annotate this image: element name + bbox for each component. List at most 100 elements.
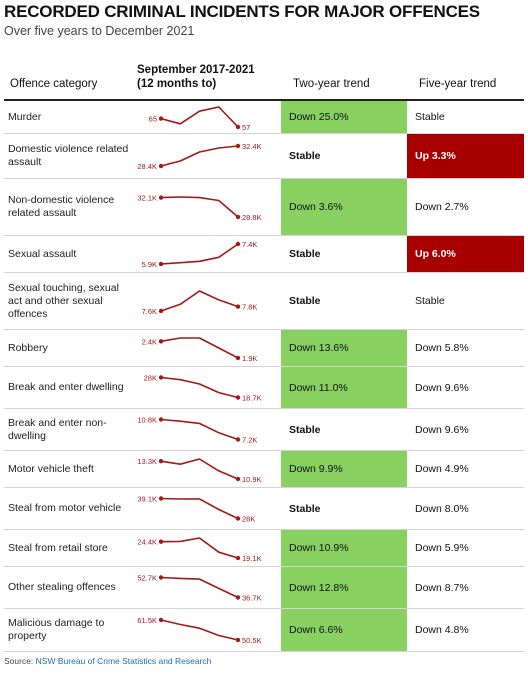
sparkline-cell: 52.7K 36.7K	[130, 566, 281, 609]
end-point	[235, 143, 241, 149]
sparkline: 2.4K 1.9K	[142, 337, 257, 363]
sparkline: 5.9K 7.4K	[142, 240, 258, 269]
sparkline-path	[160, 418, 239, 441]
start-value-label: 2.4K	[142, 337, 157, 346]
start-point	[158, 261, 164, 267]
header-period-line1: September 2017-2021	[137, 64, 255, 76]
sparkline-path	[160, 497, 239, 520]
two-year-trend: Stable	[281, 133, 407, 179]
two-year-trend: Down 3.6%	[281, 178, 407, 236]
end-point	[235, 304, 241, 309]
two-year-trend: Down 13.6%	[281, 329, 407, 367]
offence-category: Motor vehicle theft	[4, 450, 130, 488]
offence-category: Break and enter non-dwelling	[4, 408, 130, 451]
sparkline-path	[160, 196, 239, 218]
start-value-label: 13.3K	[137, 457, 157, 466]
start-value-label: 65	[149, 115, 157, 124]
end-point	[235, 555, 241, 561]
source-note: Source: NSW Bureau of Crime Statistics a…	[4, 656, 211, 666]
sparkline-cell: 28K 18.7K	[130, 366, 281, 409]
five-year-trend: Down 5.8%	[407, 329, 524, 367]
start-value-label: 24.4K	[137, 538, 157, 547]
five-year-trend: Up 3.3%	[407, 133, 524, 179]
sparkline-cell: 28.4K 32.4K	[130, 133, 281, 179]
end-value-label: 7.4K	[242, 240, 257, 249]
end-point	[235, 124, 241, 130]
table-row: Sexual touching, sexual act and other se…	[4, 272, 524, 330]
end-point	[235, 476, 241, 482]
sparkline-cell: 39.1K 28K	[130, 487, 281, 530]
header-five-year: Five-year trend	[419, 78, 497, 90]
five-year-trend: Down 9.6%	[407, 366, 524, 409]
sparkline: 39.1K 28K	[137, 495, 255, 524]
offence-table: Murder 65 57 Down 25.0% Stable Domestic viole…	[4, 101, 524, 652]
start-point	[158, 375, 164, 380]
table-row: Steal from motor vehicle 39.1K 28K Stable Do…	[4, 487, 524, 530]
offence-category: Murder	[4, 101, 130, 134]
start-point	[158, 195, 164, 200]
two-year-trend: Down 9.9%	[281, 450, 407, 488]
end-value-label: 36.7K	[242, 594, 262, 603]
offence-category: Malicious damage to property	[4, 608, 130, 652]
end-value-label: 7.8K	[242, 303, 257, 312]
two-year-trend: Down 6.6%	[281, 608, 407, 652]
offence-category: Steal from motor vehicle	[4, 487, 130, 530]
table-row: Steal from retail store 24.4K 19.1K Down 10…	[4, 529, 524, 567]
five-year-trend: Up 6.0%	[407, 235, 524, 273]
chart-title: RECORDED CRIMINAL INCIDENTS FOR MAJOR OF…	[4, 2, 480, 21]
two-year-trend: Down 11.0%	[281, 366, 407, 409]
end-value-label: 57	[242, 123, 250, 132]
start-value-label: 7.6K	[142, 307, 157, 316]
sparkline-path	[160, 376, 239, 399]
sparkline-cell: 32.1K 28.8K	[130, 178, 281, 236]
end-value-label: 19.1K	[242, 554, 262, 563]
five-year-trend: Stable	[407, 101, 524, 134]
five-year-trend: Down 5.9%	[407, 529, 524, 567]
sparkline: 32.1K 28.8K	[137, 194, 261, 222]
table-row: Sexual assault 5.9K 7.4K Stable Up 6.0%	[4, 235, 524, 273]
end-value-label: 32.4K	[242, 142, 262, 151]
two-year-trend: Down 10.9%	[281, 529, 407, 567]
source-prefix: Source:	[4, 656, 34, 666]
offence-category: Other stealing offences	[4, 566, 130, 609]
end-value-label: 28K	[242, 515, 255, 524]
start-point	[158, 496, 164, 501]
table-row: Murder 65 57 Down 25.0% Stable	[4, 101, 524, 134]
table-row: Malicious damage to property 61.5K 50.5K Do…	[4, 608, 524, 652]
sparkline: 24.4K 19.1K	[137, 537, 262, 563]
table-row: Robbery 2.4K 1.9K Down 13.6% Down 5.8%	[4, 329, 524, 367]
source-link[interactable]: NSW Bureau of Crime Statistics and Resea…	[35, 656, 212, 666]
start-value-label: 5.9K	[142, 260, 157, 269]
start-point	[158, 417, 164, 422]
start-point	[158, 308, 164, 314]
sparkline-cell: 2.4K 1.9K	[130, 329, 281, 367]
five-year-trend: Down 4.8%	[407, 608, 524, 652]
header-rule	[4, 99, 524, 101]
start-value-label: 28.4K	[137, 162, 157, 171]
sparkline: 13.3K 10.9K	[137, 457, 261, 484]
sparkline: 10.8K 7.2K	[137, 416, 257, 445]
table-row: Non-domestic violence related assault 32.…	[4, 178, 524, 236]
end-point	[235, 437, 241, 442]
header-period: September 2017-2021 (12 months to)	[137, 63, 255, 91]
end-point	[235, 595, 241, 600]
start-point	[158, 539, 164, 544]
start-point	[158, 339, 164, 344]
header-period-line2: (12 months to)	[137, 78, 217, 90]
start-value-label: 61.5K	[137, 616, 157, 625]
offence-category: Robbery	[4, 329, 130, 367]
end-point	[235, 214, 241, 220]
header-category: Offence category	[10, 78, 98, 90]
sparkline: 28K 18.7K	[144, 374, 262, 403]
sparkline-path	[160, 145, 239, 167]
start-value-label: 39.1K	[137, 495, 157, 504]
offence-category: Break and enter dwelling	[4, 366, 130, 409]
chart-subtitle: Over five years to December 2021	[4, 24, 195, 38]
offence-category: Sexual assault	[4, 235, 130, 273]
sparkline-path	[160, 337, 239, 359]
end-value-label: 18.7K	[242, 394, 262, 403]
sparkline: 28.4K 32.4K	[137, 142, 262, 171]
end-point	[235, 637, 241, 643]
table-row: Break and enter non-dwelling 10.8K 7.2K Sta…	[4, 408, 524, 451]
start-point	[158, 163, 164, 169]
